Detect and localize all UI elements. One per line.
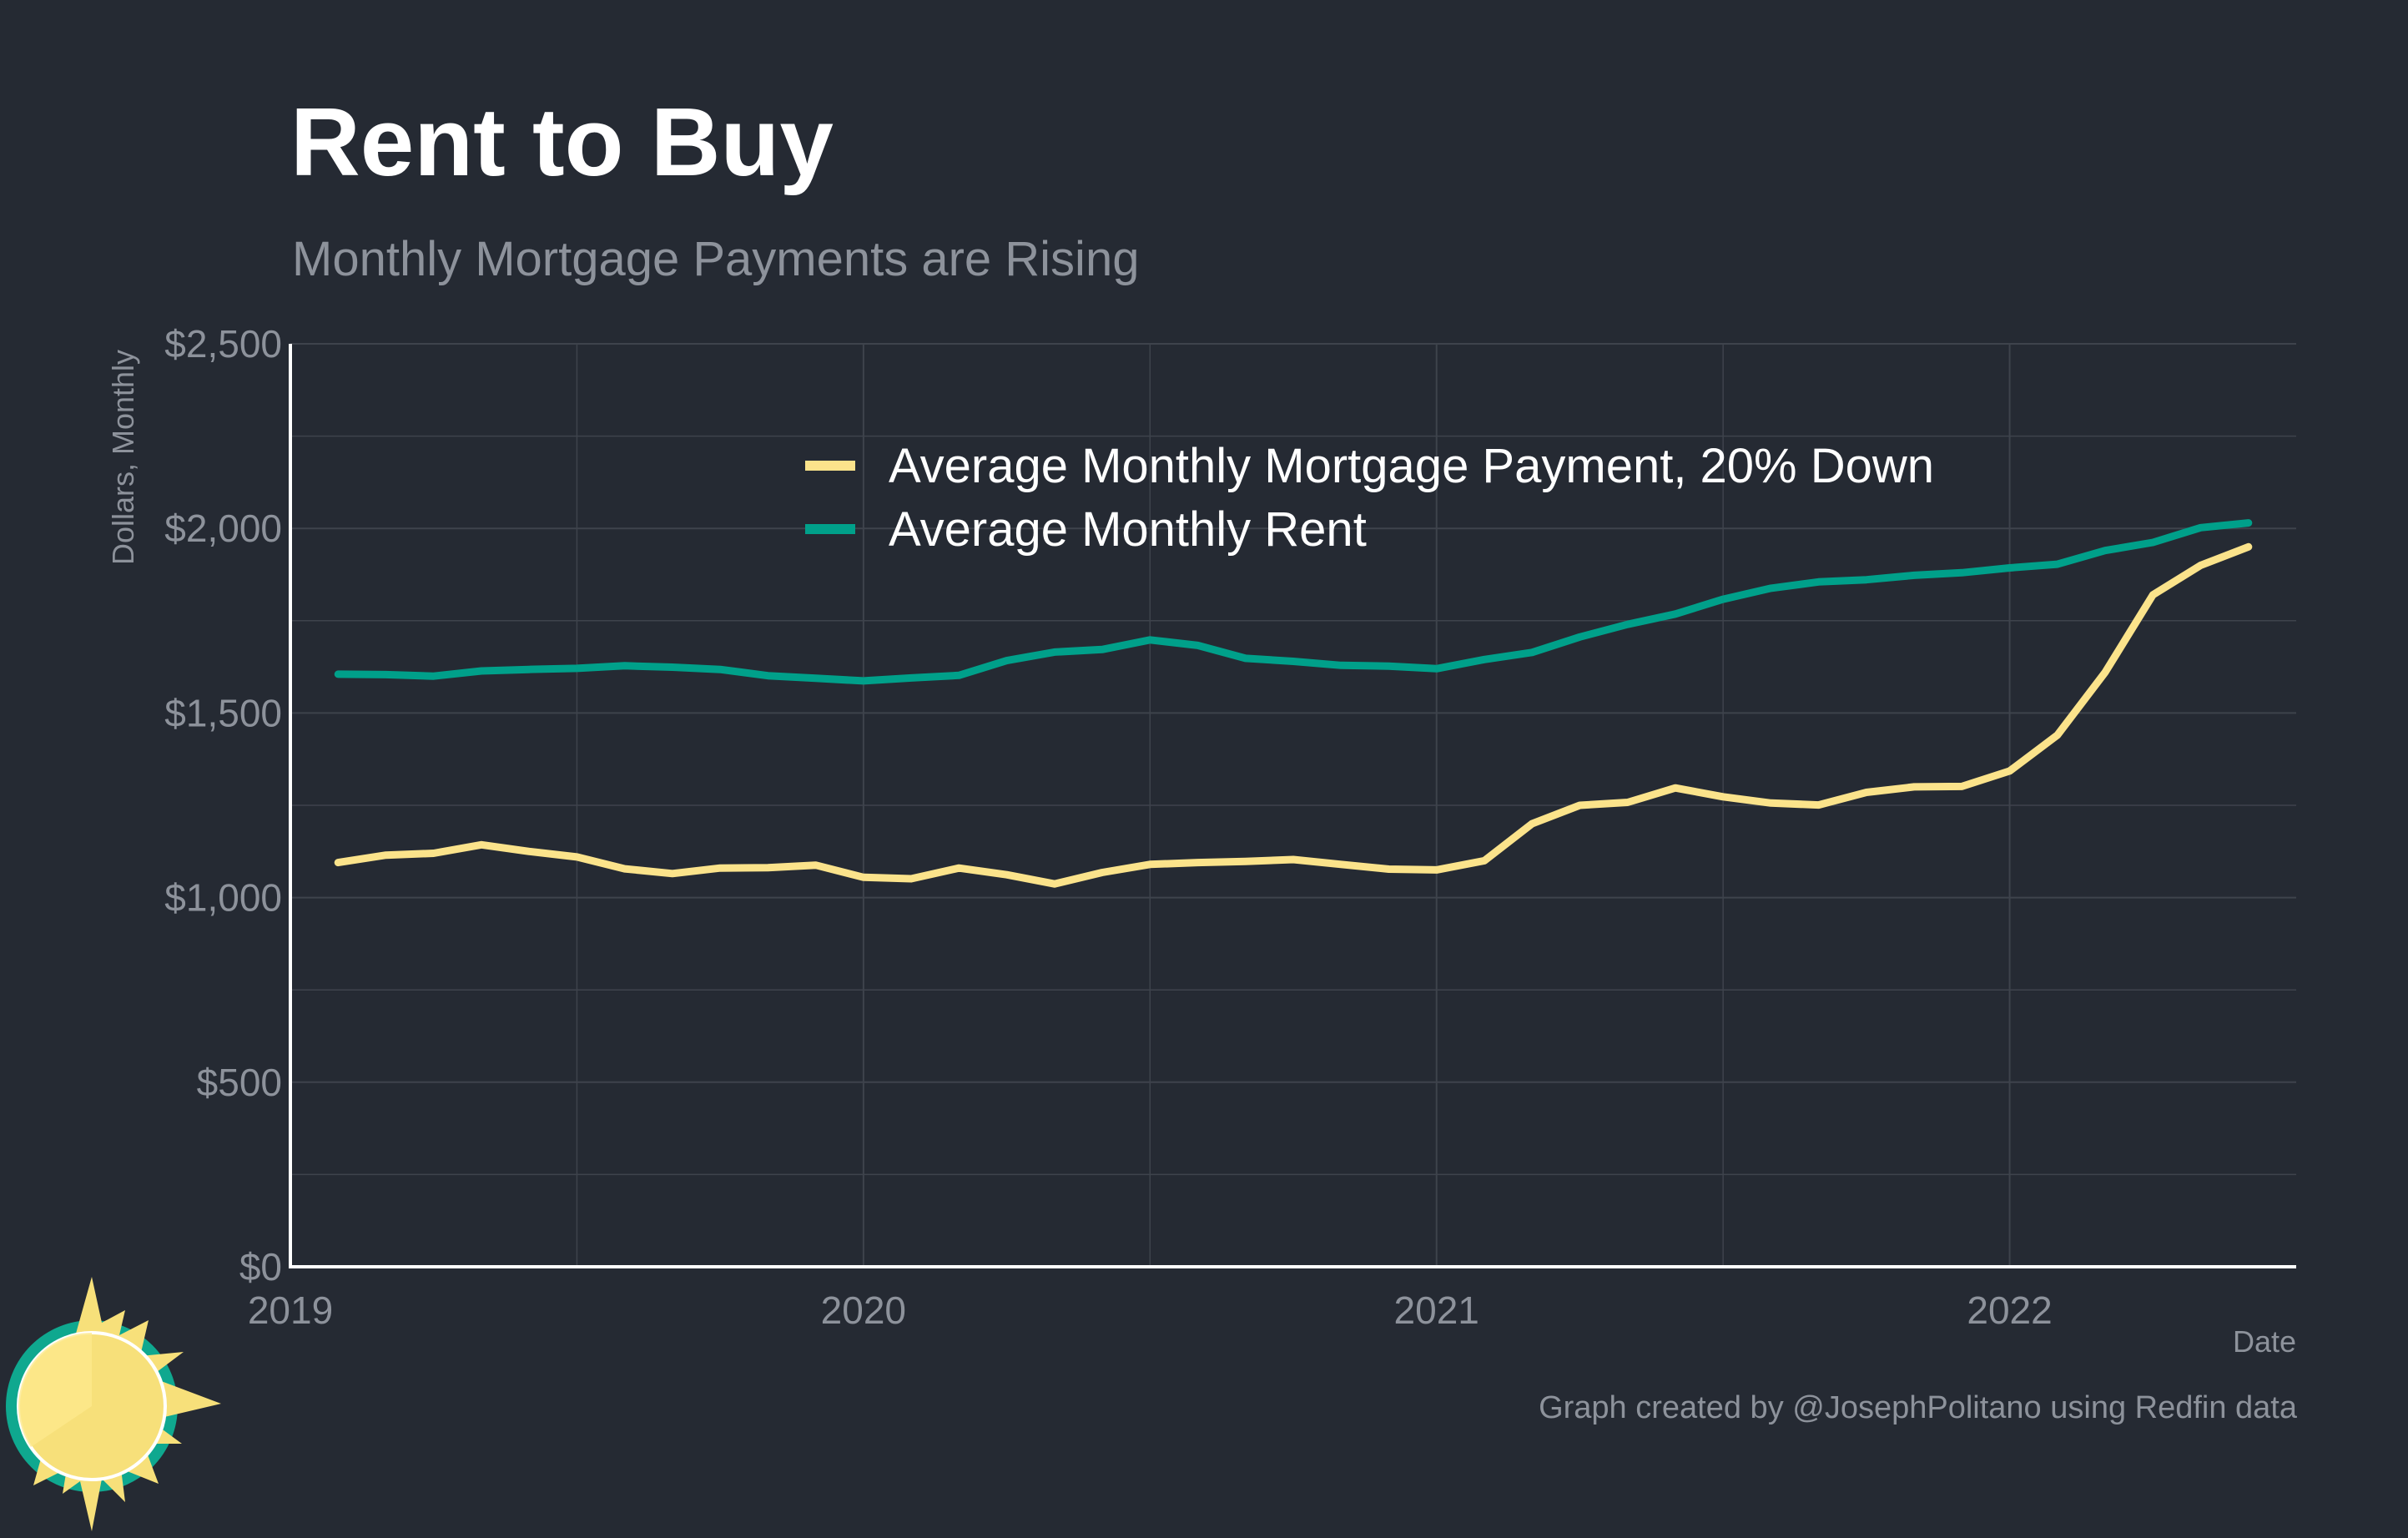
series-lines bbox=[334, 519, 2253, 888]
legend-label: Average Monthly Rent bbox=[889, 502, 1367, 557]
x-tick-label: 2021 bbox=[1394, 1288, 1479, 1332]
y-axis-title: Dollars, Monthly bbox=[106, 350, 140, 565]
logo-sun-highlight bbox=[18, 1333, 93, 1447]
source-caption: Graph created by @JosephPolitano using R… bbox=[1539, 1390, 2297, 1425]
sun-logo-icon bbox=[6, 1277, 221, 1531]
y-tick-label: $2,000 bbox=[164, 507, 282, 550]
legend-label: Average Monthly Mortgage Payment, 20% Do… bbox=[889, 439, 1934, 493]
x-axis-ticks: 2019 2020 2021 2022 bbox=[248, 1288, 2053, 1332]
legend: Average Monthly Mortgage Payment, 20% Do… bbox=[805, 439, 1934, 557]
y-tick-label: $1,500 bbox=[164, 691, 282, 734]
y-tick-label: $0 bbox=[239, 1245, 282, 1288]
y-tick-label: $1,000 bbox=[164, 876, 282, 920]
y-axis-ticks: $0 $500 $1,000 $1,500 $2,000 $2,500 bbox=[164, 322, 282, 1288]
x-tick-label: 2019 bbox=[248, 1288, 333, 1332]
series-line-mortgage bbox=[334, 542, 2253, 888]
x-tick-label: 2022 bbox=[1967, 1288, 2052, 1332]
y-tick-label: $500 bbox=[197, 1061, 282, 1104]
series-line-rent bbox=[334, 519, 2253, 685]
chart-title: Rent to Buy bbox=[290, 88, 834, 196]
minor-gridlines-y bbox=[290, 435, 2296, 1176]
x-axis-title: Date bbox=[2233, 1324, 2296, 1359]
chart-subtitle: Monthly Mortgage Payments are Rising bbox=[292, 232, 1140, 286]
x-tick-label: 2020 bbox=[821, 1288, 906, 1332]
y-tick-label: $2,500 bbox=[164, 322, 282, 366]
